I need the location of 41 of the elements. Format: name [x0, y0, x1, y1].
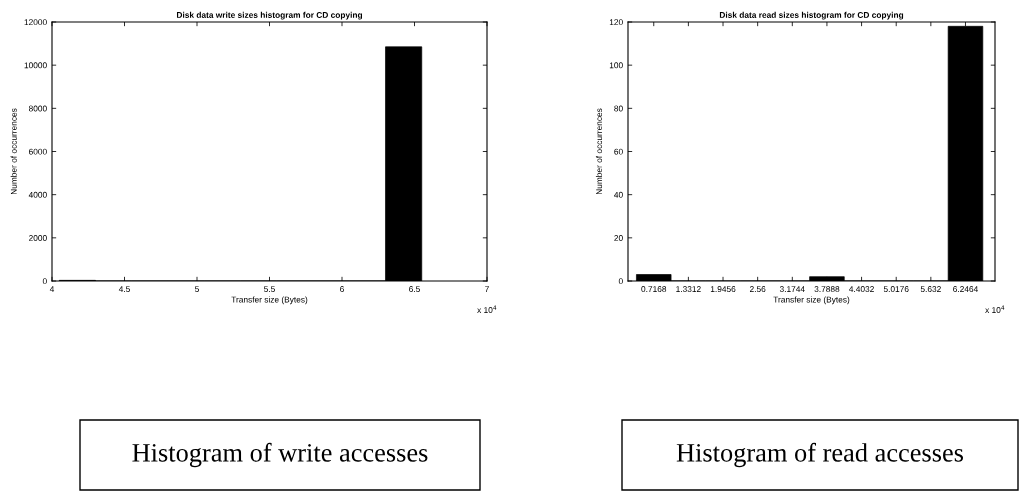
x-tick-label: 1.3312 [676, 286, 701, 292]
x-tick-label: 5.632 [920, 286, 941, 292]
x-tick-label: 1.9456 [710, 286, 736, 292]
x-tick-label: 6 [340, 286, 344, 292]
y-tick-label: 2000 [29, 235, 47, 241]
x-tick-label: 0.7168 [641, 286, 667, 292]
x-tick-label: 4.4032 [849, 286, 874, 292]
y-tick-label: 6000 [29, 148, 47, 155]
y-tick-label: 40 [614, 191, 623, 198]
x-axis-title: Transfer size (Bytes) [773, 296, 850, 305]
y-axis-title: Number of occurrences [595, 108, 603, 195]
y-tick-label: 120 [609, 19, 623, 26]
chart-title: Disk data write sizes histogram for CD copying [176, 11, 363, 20]
x-tick-label: 5.0176 [883, 286, 909, 292]
x-tick-label: 3.1744 [779, 286, 805, 292]
x-tick-label: 6.2464 [953, 286, 978, 292]
x-tick-label: 6.5 [409, 286, 420, 292]
y-axis-title: Number of occurrences [10, 108, 17, 195]
x-tick-label: 4 [49, 286, 55, 292]
x-tick-label: 2.56 [749, 286, 766, 292]
y-tick-label: 100 [609, 62, 623, 69]
y-tick-label: 80 [614, 105, 623, 112]
text: x 10$^{4}$ [985, 305, 1005, 313]
text: x 10$^{4}$ [477, 305, 497, 313]
x-tick-label: 3.7888 [814, 286, 840, 292]
y-tick-label: 0 [618, 278, 623, 285]
text: Histogram of read accesses [676, 442, 964, 468]
y-tick-label: 10000 [24, 62, 47, 69]
x-tick-label: 4.5 [118, 286, 130, 292]
x-tick-label: 7 [485, 286, 489, 292]
y-tick-label: 60 [614, 148, 623, 155]
y-tick-label: 20 [614, 235, 623, 241]
x-tick-label: 5 [195, 286, 199, 292]
y-tick-label: 4000 [28, 191, 47, 198]
x-tick-label: 5.5 [264, 286, 275, 292]
y-tick-label: 8000 [28, 105, 47, 112]
y-tick-label: 0 [42, 278, 47, 285]
text: Histogram of write accesses [132, 442, 428, 468]
y-tick-label: 12000 [24, 19, 47, 26]
chart-title: Disk data read sizes histogram for CD copying [719, 11, 904, 20]
x-axis-title: Transfer size (Bytes) [231, 296, 308, 305]
